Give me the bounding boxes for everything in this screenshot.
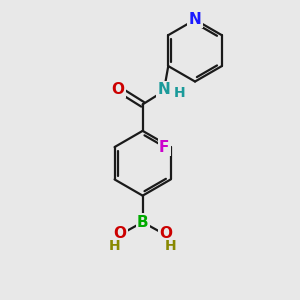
Text: F: F <box>159 140 169 154</box>
Text: H: H <box>164 239 176 253</box>
Text: O: O <box>113 226 127 241</box>
Text: N: N <box>189 12 201 27</box>
Text: O: O <box>159 226 172 241</box>
Text: N: N <box>158 82 170 97</box>
Text: B: B <box>137 214 148 230</box>
Text: O: O <box>111 82 124 97</box>
Text: H: H <box>109 239 121 253</box>
Text: H: H <box>173 86 185 100</box>
